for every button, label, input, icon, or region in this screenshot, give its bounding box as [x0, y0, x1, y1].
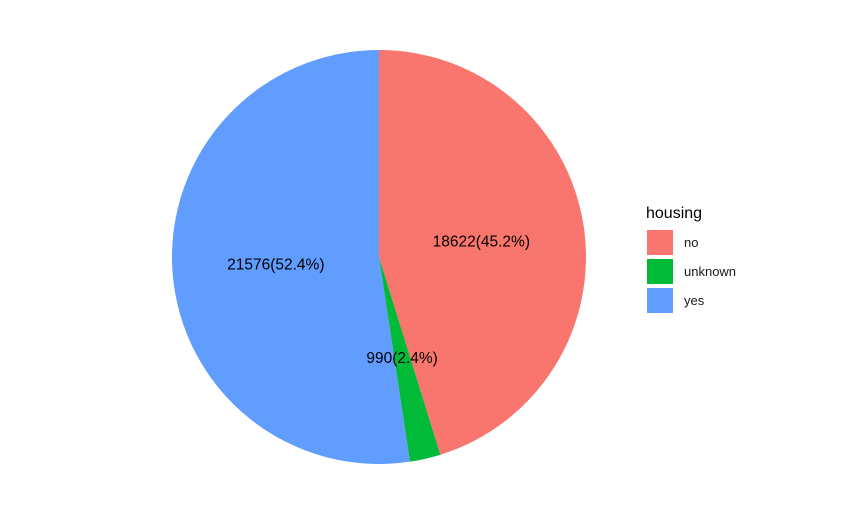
pie-slices	[171, 50, 586, 465]
legend-key-yes	[647, 288, 673, 313]
legend-title: housing	[646, 205, 702, 222]
legend-label-no: no	[684, 235, 698, 250]
slice-label-unknown: 990(2.4%)	[366, 350, 438, 367]
pie-labels: 18622(45.2%) 990(2.4%) 21576(52.4%)	[227, 234, 530, 367]
pie-slice-no	[379, 50, 586, 455]
slice-label-no: 18622(45.2%)	[433, 234, 530, 251]
pie-slice-yes	[171, 50, 410, 465]
pie-slice-unknown	[379, 257, 441, 462]
legend-label-yes: yes	[684, 293, 705, 308]
legend-key-unknown	[647, 259, 673, 284]
legend-label-unknown: unknown	[684, 264, 736, 279]
legend-items: no unknown yes	[647, 230, 736, 313]
legend: housing no unknown yes	[646, 205, 736, 313]
slice-label-yes: 21576(52.4%)	[227, 257, 324, 274]
legend-key-no	[647, 230, 673, 255]
